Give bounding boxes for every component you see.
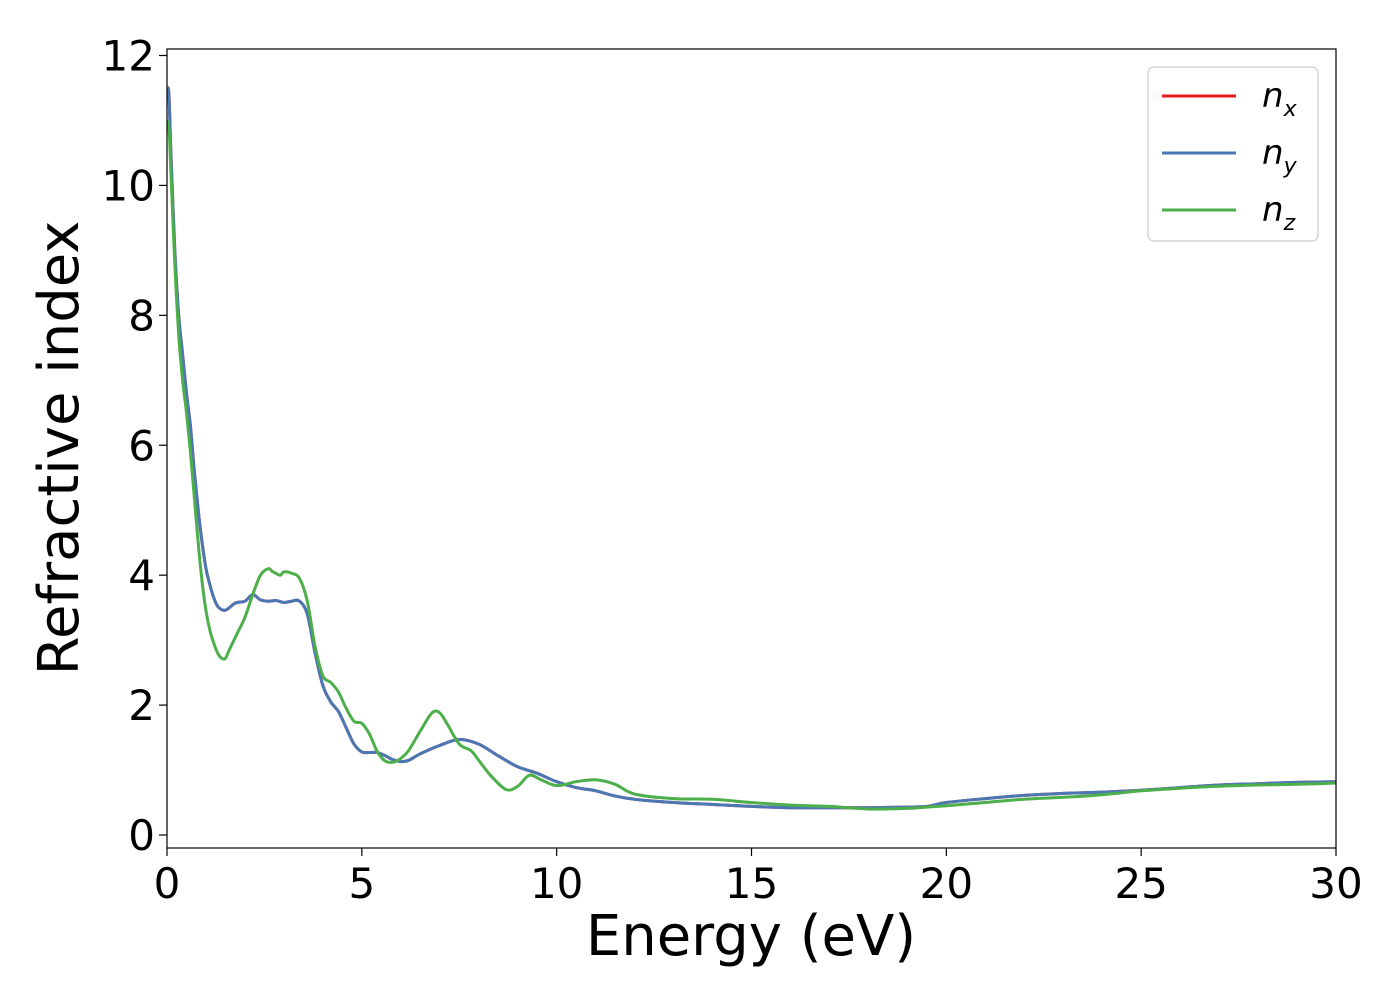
legend-label-nx: nx — [1262, 76, 1298, 122]
y-tick-label: 0 — [128, 811, 155, 860]
y-tick-label: 2 — [128, 681, 155, 730]
x-tick-label: 0 — [154, 859, 181, 908]
y-axis-title: Refractive index — [27, 221, 92, 676]
legend-label-nz: nz — [1262, 190, 1296, 236]
x-tick-label: 10 — [530, 859, 583, 908]
x-tick-label: 25 — [1114, 859, 1167, 908]
plot-area — [167, 49, 1336, 848]
x-axis-ticks: 0 5 10 15 20 25 30 — [154, 848, 1363, 908]
x-tick-label: 20 — [920, 859, 973, 908]
x-axis-title: Energy (eV) — [586, 904, 916, 969]
x-tick-label: 15 — [725, 859, 778, 908]
y-tick-label: 12 — [102, 31, 155, 80]
series-layer — [167, 86, 1336, 811]
y-axis-ticks: 0 2 4 6 8 10 12 — [102, 31, 167, 860]
x-tick-label: 30 — [1309, 859, 1362, 908]
y-tick-label: 10 — [102, 161, 155, 210]
y-tick-label: 6 — [128, 421, 155, 470]
x-tick-label: 5 — [348, 859, 375, 908]
y-tick-label: 8 — [128, 291, 155, 340]
y-tick-label: 4 — [128, 551, 155, 600]
legend-label-ny: ny — [1262, 133, 1298, 179]
legend: nx ny nz — [1147, 66, 1319, 242]
series-line-nz — [167, 119, 1336, 811]
